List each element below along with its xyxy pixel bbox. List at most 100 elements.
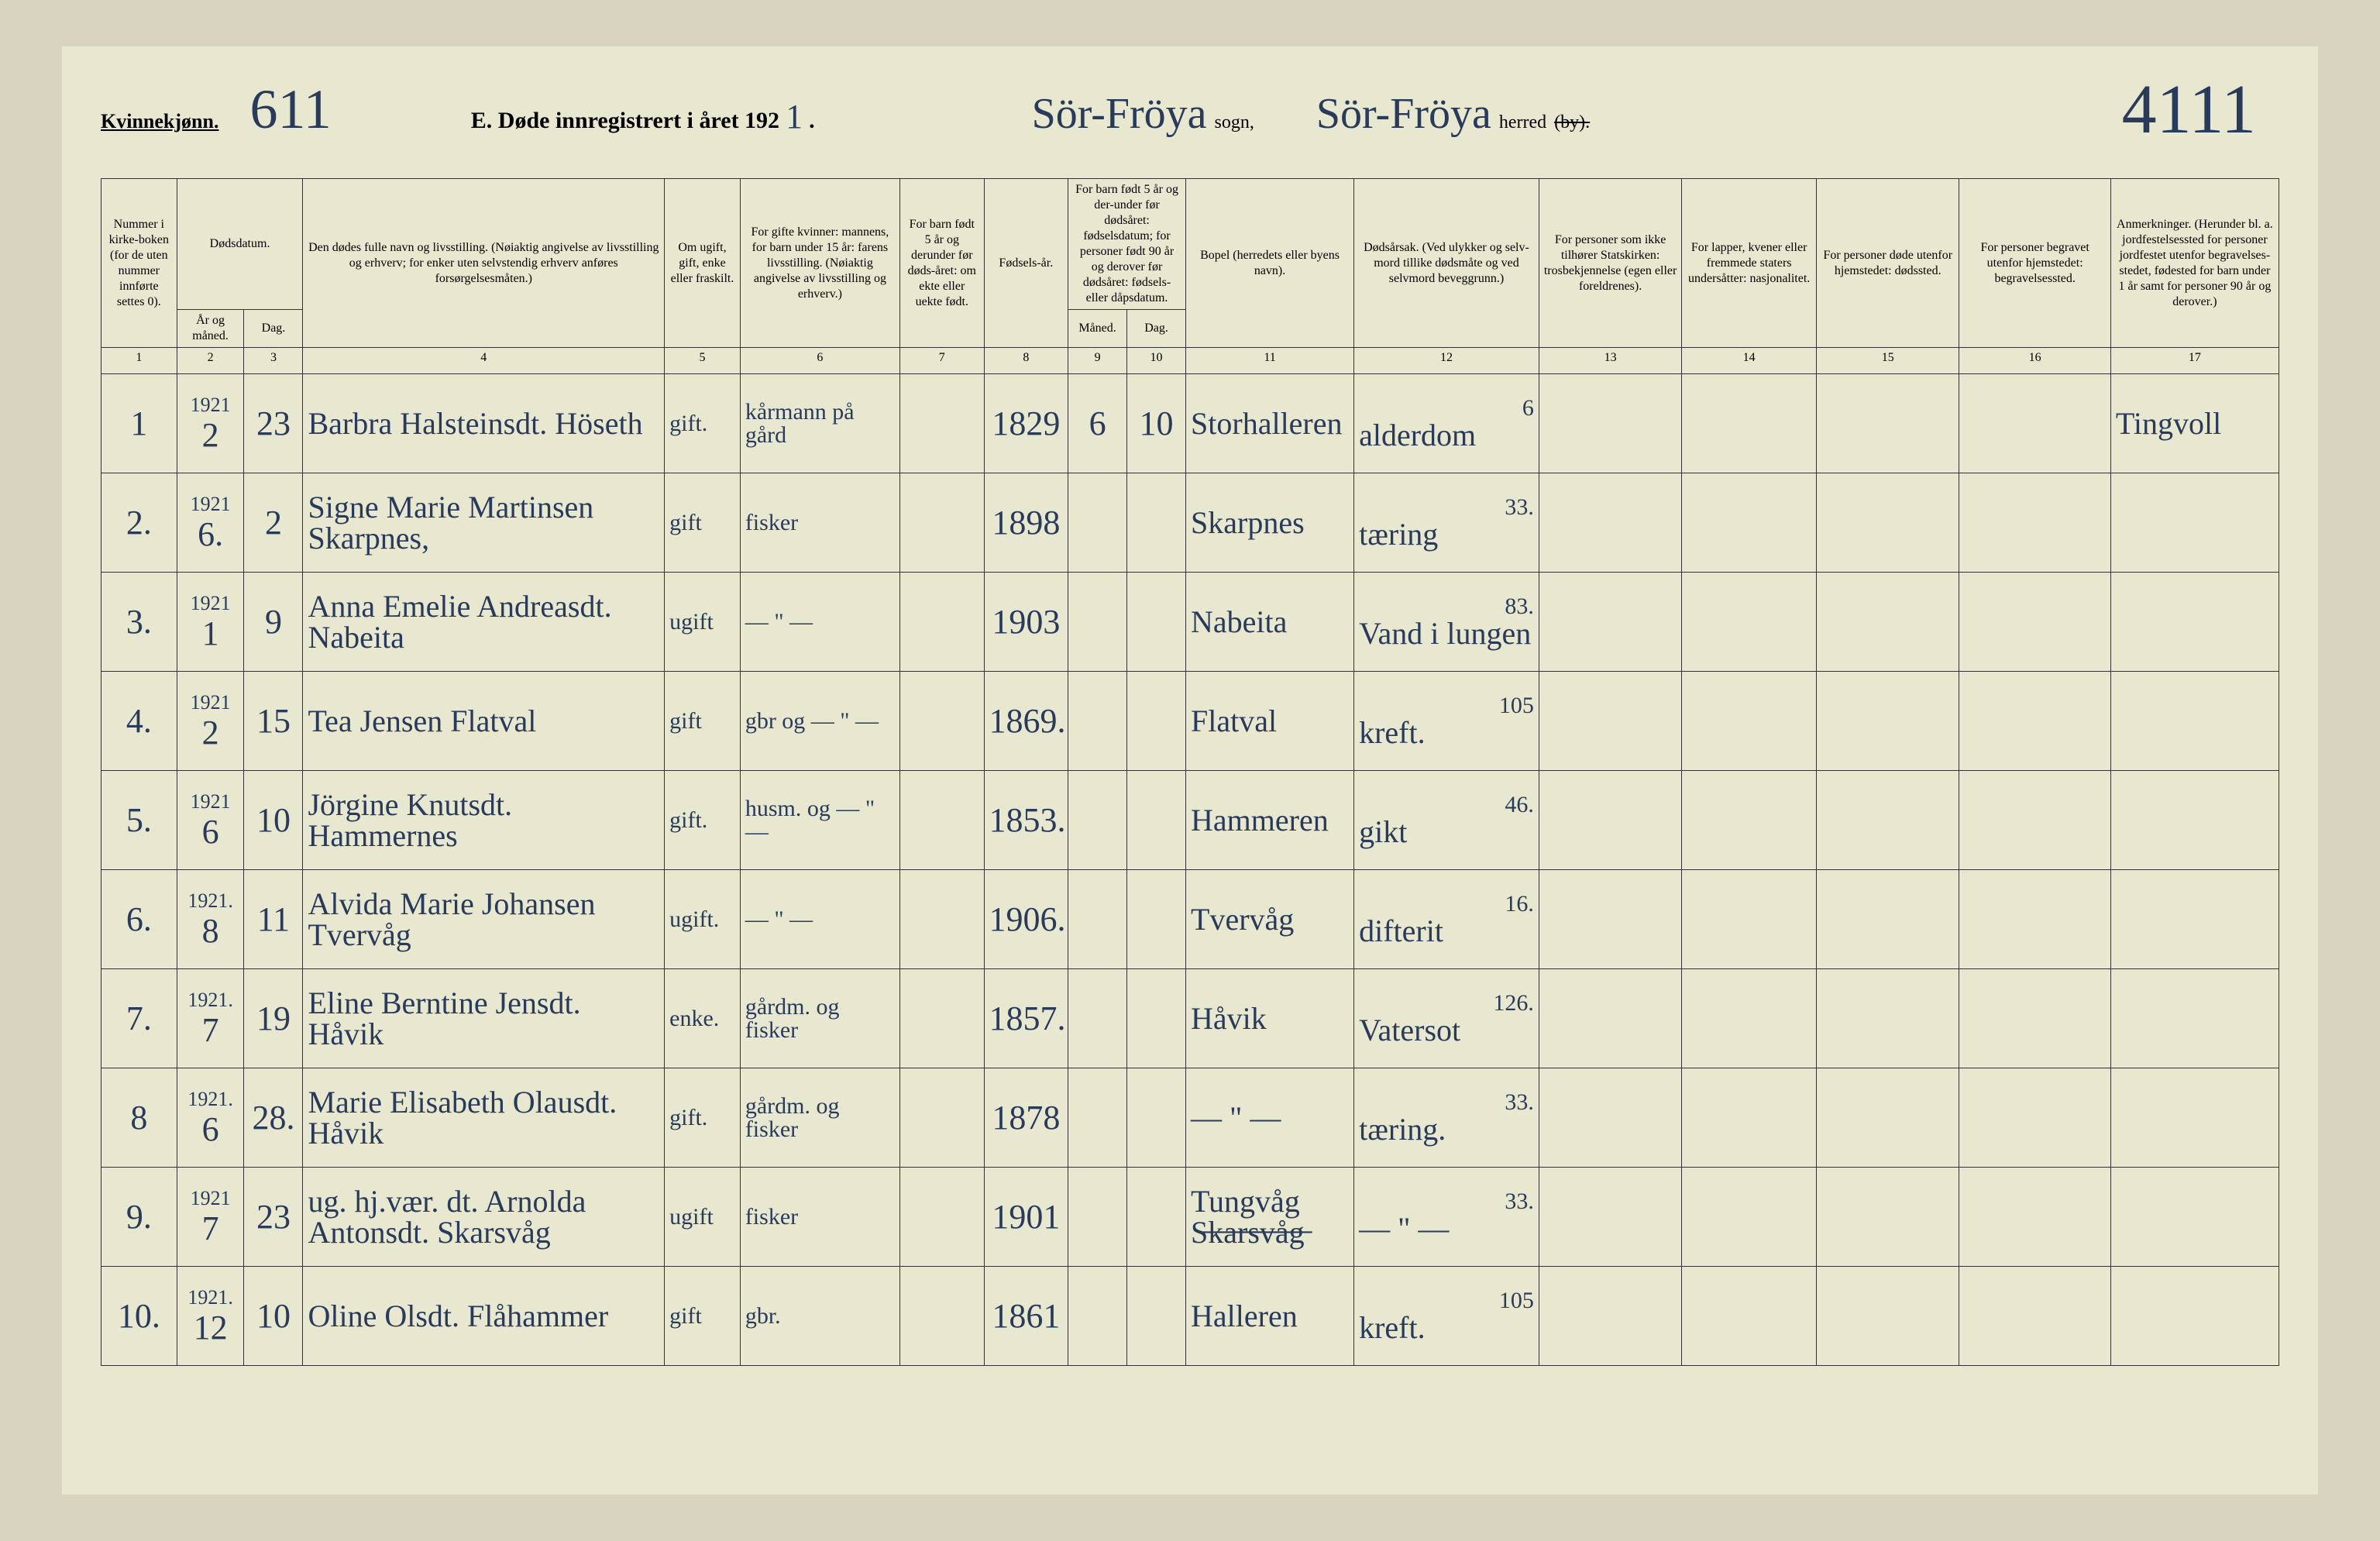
birth-month xyxy=(1068,1267,1127,1366)
col-9a-header: Måned. xyxy=(1068,310,1127,348)
death-register-table: Nummer i kirke-boken (for de uten nummer… xyxy=(101,178,2279,1366)
legitimacy xyxy=(900,969,985,1068)
col-11-header: Bopel (herredets eller byens navn). xyxy=(1186,179,1354,348)
death-year-month: 19216. xyxy=(177,473,244,573)
row-number: 9. xyxy=(101,1168,177,1267)
death-year-month: 19212 xyxy=(177,374,244,473)
register-page: 4111 Kvinnekjønn. 611 E. Døde innregistr… xyxy=(62,46,2318,1495)
col-8-header: Fødsels-år. xyxy=(984,179,1068,348)
birth-day xyxy=(1127,1267,1186,1366)
death-day: 28. xyxy=(244,1068,303,1168)
legitimacy xyxy=(900,672,985,771)
marital-status: gift xyxy=(665,672,741,771)
cause-of-death: 126.Vatersot xyxy=(1354,969,1539,1068)
row-number: 6. xyxy=(101,870,177,969)
death-year-month: 19216 xyxy=(177,771,244,870)
gender-label: Kvinnekjønn. xyxy=(101,110,218,133)
col-4-header: Den dødes fulle navn og livsstilling. (N… xyxy=(303,179,665,348)
legitimacy xyxy=(900,573,985,672)
deceased-name: Oline Olsdt. Flåhammer xyxy=(303,1267,665,1366)
title-prefix: E. Døde innregistrert i året 192 xyxy=(471,108,779,134)
birth-month xyxy=(1068,771,1127,870)
place-of-death xyxy=(1816,969,1959,1068)
table-header: Nummer i kirke-boken (for de uten nummer… xyxy=(101,179,2279,374)
row-number: 2. xyxy=(101,473,177,573)
nationality xyxy=(1682,374,1817,473)
religion xyxy=(1539,1168,1682,1267)
col-1-header: Nummer i kirke-boken (for de uten nummer… xyxy=(101,179,177,348)
herred-strike: (by). xyxy=(1554,112,1590,133)
colnum: 2 xyxy=(177,348,244,374)
col-2b-header: Dag. xyxy=(244,310,303,348)
marital-status: gift. xyxy=(665,771,741,870)
colnum: 16 xyxy=(1959,348,2110,374)
death-year-month: 19211 xyxy=(177,573,244,672)
cause-of-death: 16.difterit xyxy=(1354,870,1539,969)
remarks xyxy=(2110,969,2279,1068)
remarks xyxy=(2110,672,2279,771)
nationality xyxy=(1682,573,1817,672)
col-9-header-top: For barn født 5 år og der-under før døds… xyxy=(1068,179,1186,310)
colnum: 15 xyxy=(1816,348,1959,374)
residence: Håvik xyxy=(1186,969,1354,1068)
spouse-occupation: — " — xyxy=(740,573,899,672)
deceased-name: Jörgine Knutsdt. Hammernes xyxy=(303,771,665,870)
birth-year: 1898 xyxy=(984,473,1068,573)
birth-month xyxy=(1068,870,1127,969)
cause-of-death: 105kreft. xyxy=(1354,1267,1539,1366)
marital-status: ugift xyxy=(665,573,741,672)
religion xyxy=(1539,573,1682,672)
colnum: 12 xyxy=(1354,348,1539,374)
death-day: 19 xyxy=(244,969,303,1068)
table-body: 11921223Barbra Halsteinsdt. Hösethgift.k… xyxy=(101,374,2279,1366)
birth-year: 1829 xyxy=(984,374,1068,473)
deceased-name: ug. hj.vær. dt. Arnolda Antonsdt. Skarsv… xyxy=(303,1168,665,1267)
death-day: 15 xyxy=(244,672,303,771)
col-12-header: Dødsårsak. (Ved ulykker og selv-mord til… xyxy=(1354,179,1539,348)
colnum: 1 xyxy=(101,348,177,374)
death-year-month: 1921.12 xyxy=(177,1267,244,1366)
colnum: 10 xyxy=(1127,348,1186,374)
deceased-name: Signe Marie Martinsen Skarpnes, xyxy=(303,473,665,573)
row-number: 7. xyxy=(101,969,177,1068)
table-row: 11921223Barbra Halsteinsdt. Hösethgift.k… xyxy=(101,374,2279,473)
remarks xyxy=(2110,1068,2279,1168)
burial-place xyxy=(1959,870,2110,969)
death-year-month: 19217 xyxy=(177,1168,244,1267)
birth-month xyxy=(1068,672,1127,771)
remarks xyxy=(2110,1267,2279,1366)
residence: Flatval xyxy=(1186,672,1354,771)
colnum: 4 xyxy=(303,348,665,374)
death-day: 23 xyxy=(244,374,303,473)
religion xyxy=(1539,870,1682,969)
place-of-death xyxy=(1816,870,1959,969)
nationality xyxy=(1682,1168,1817,1267)
residence: Hammeren xyxy=(1186,771,1354,870)
col-13-header: For personer som ikke tilhører Statskirk… xyxy=(1539,179,1682,348)
colnum: 11 xyxy=(1186,348,1354,374)
col-2a-header: År og måned. xyxy=(177,310,244,348)
burial-place xyxy=(1959,672,2110,771)
religion xyxy=(1539,672,1682,771)
place-of-death xyxy=(1816,573,1959,672)
marital-status: gift xyxy=(665,473,741,573)
birth-month xyxy=(1068,1068,1127,1168)
table-row: 10.1921.1210Oline Olsdt. Flåhammergiftgb… xyxy=(101,1267,2279,1366)
remarks: Tingvoll xyxy=(2110,374,2279,473)
death-year-month: 1921.8 xyxy=(177,870,244,969)
birth-year: 1906. xyxy=(984,870,1068,969)
colnum: 8 xyxy=(984,348,1068,374)
remarks xyxy=(2110,870,2279,969)
sogn-label: sogn, xyxy=(1215,112,1254,133)
residence: Halleren xyxy=(1186,1267,1354,1366)
title-suffix: . xyxy=(809,108,815,134)
nationality xyxy=(1682,1267,1817,1366)
spouse-occupation: gbr. xyxy=(740,1267,899,1366)
legitimacy xyxy=(900,374,985,473)
table-row: 4.1921215Tea Jensen Flatvalgiftgbr og — … xyxy=(101,672,2279,771)
col-16-header: For personer begravet utenfor hjemstedet… xyxy=(1959,179,2110,348)
spouse-occupation: gårdm. og fisker xyxy=(740,969,899,1068)
colnum: 13 xyxy=(1539,348,1682,374)
birth-day xyxy=(1127,969,1186,1068)
col-2-header-top: Dødsdatum. xyxy=(177,179,303,310)
